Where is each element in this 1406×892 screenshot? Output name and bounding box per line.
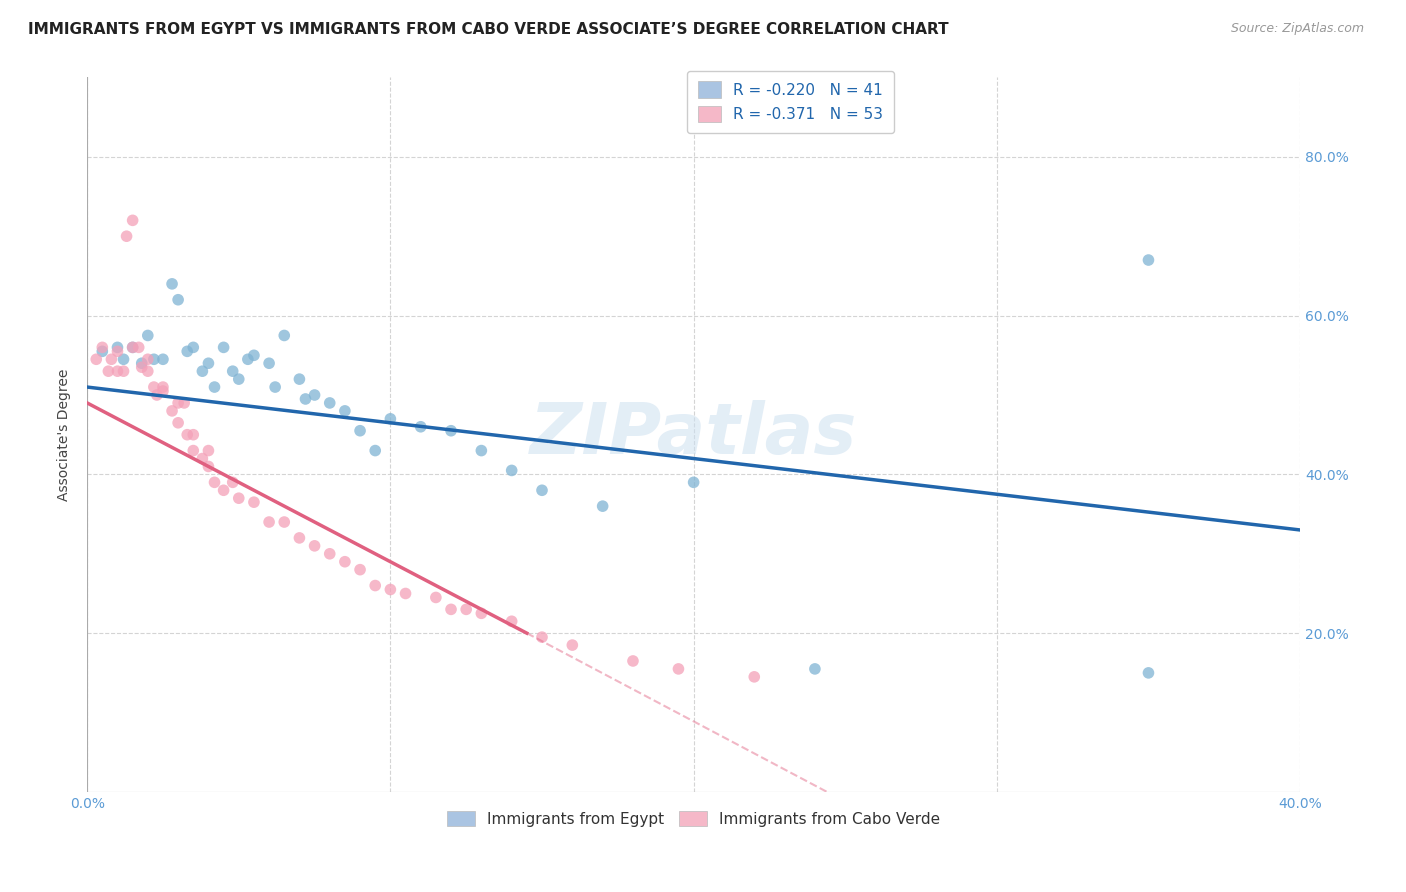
Point [501, 463, 523, 477]
Point [176, 427, 198, 442]
Point [160, 404, 183, 418]
Point [409, 419, 432, 434]
Point [319, 547, 342, 561]
Point [294, 392, 316, 406]
Point [288, 372, 311, 386]
Point [152, 380, 174, 394]
Point [288, 531, 311, 545]
Point [167, 396, 190, 410]
Point [592, 499, 614, 513]
Point [91, 340, 114, 354]
Point [173, 396, 195, 410]
Point [349, 424, 371, 438]
Point [197, 459, 219, 474]
Point [621, 654, 644, 668]
Y-axis label: Associate's Degree: Associate's Degree [58, 368, 72, 501]
Point [264, 380, 287, 394]
Point [136, 364, 159, 378]
Point [273, 328, 295, 343]
Point [804, 662, 827, 676]
Point [121, 213, 143, 227]
Point [304, 388, 326, 402]
Point [191, 451, 214, 466]
Point [181, 427, 204, 442]
Point [121, 340, 143, 354]
Point [212, 483, 235, 498]
Point [204, 380, 226, 394]
Point [470, 443, 492, 458]
Point [197, 356, 219, 370]
Point [333, 555, 356, 569]
Point [456, 602, 478, 616]
Point [115, 229, 138, 244]
Point [191, 364, 214, 378]
Point [304, 539, 326, 553]
Text: Source: ZipAtlas.com: Source: ZipAtlas.com [1230, 22, 1364, 36]
Legend: Immigrants from Egypt, Immigrants from Cabo Verde: Immigrants from Egypt, Immigrants from C… [440, 803, 948, 834]
Point [112, 352, 135, 367]
Point [682, 475, 704, 490]
Point [176, 344, 198, 359]
Point [167, 293, 190, 307]
Point [364, 578, 387, 592]
Point [257, 515, 280, 529]
Point [167, 416, 190, 430]
Point [107, 364, 129, 378]
Point [142, 352, 165, 367]
Point [742, 670, 765, 684]
Point [1137, 665, 1160, 680]
Point [181, 340, 204, 354]
Point [470, 607, 492, 621]
Point [668, 662, 690, 676]
Point [530, 483, 553, 498]
Point [204, 475, 226, 490]
Point [181, 443, 204, 458]
Point [142, 380, 165, 394]
Point [273, 515, 295, 529]
Point [146, 388, 169, 402]
Point [394, 586, 416, 600]
Point [257, 356, 280, 370]
Point [236, 352, 259, 367]
Point [440, 602, 463, 616]
Point [128, 340, 150, 354]
Point [243, 495, 266, 509]
Point [152, 352, 174, 367]
Point [91, 344, 114, 359]
Point [212, 340, 235, 354]
Text: ZIPatlas: ZIPatlas [530, 401, 858, 469]
Point [380, 582, 402, 597]
Point [112, 364, 135, 378]
Point [136, 352, 159, 367]
Point [131, 360, 153, 375]
Point [107, 344, 129, 359]
Point [121, 340, 143, 354]
Point [136, 328, 159, 343]
Point [425, 591, 447, 605]
Point [501, 614, 523, 628]
Point [131, 356, 153, 370]
Point [222, 475, 245, 490]
Point [197, 443, 219, 458]
Point [160, 277, 183, 291]
Point [380, 412, 402, 426]
Point [530, 630, 553, 644]
Point [107, 340, 129, 354]
Point [228, 372, 250, 386]
Point [228, 491, 250, 506]
Point [440, 424, 463, 438]
Point [1137, 253, 1160, 268]
Point [152, 384, 174, 398]
Point [319, 396, 342, 410]
Point [100, 352, 122, 367]
Point [222, 364, 245, 378]
Text: IMMIGRANTS FROM EGYPT VS IMMIGRANTS FROM CABO VERDE ASSOCIATE’S DEGREE CORRELATI: IMMIGRANTS FROM EGYPT VS IMMIGRANTS FROM… [28, 22, 949, 37]
Point [97, 364, 120, 378]
Point [243, 348, 266, 362]
Point [561, 638, 583, 652]
Point [349, 563, 371, 577]
Point [84, 352, 107, 367]
Point [364, 443, 387, 458]
Point [333, 404, 356, 418]
